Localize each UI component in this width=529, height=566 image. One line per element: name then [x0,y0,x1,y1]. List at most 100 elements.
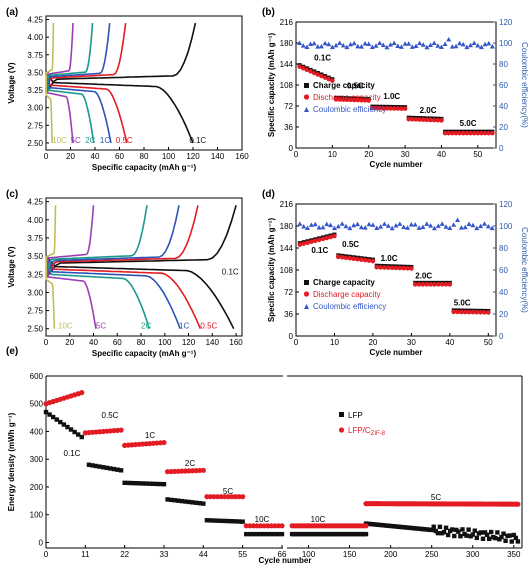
panel-b-ylabel: Specific capacity (mAh g⁻¹) [267,33,276,138]
panel-e-y-tick-label: 400 [30,427,44,436]
lfp-point [489,529,494,535]
discharge-point [470,309,476,315]
rate-label-10C: 10C [52,136,67,145]
panel-a-y-tick-label: 3.50 [27,68,43,77]
discharge-point [326,76,332,82]
discharge-point [384,106,390,111]
lfp-point [118,468,124,473]
lfp-point [115,467,120,472]
lfp-point [201,501,206,506]
discharge-point [409,266,414,271]
efficiency-point [377,40,383,46]
panel-a-y-tick-label: 3.25 [27,86,43,95]
efficiency-point [312,221,318,227]
lfp-point [190,500,195,505]
panel-a-y-tick-label: 3.75 [27,51,43,60]
rate-label-1.0C: 1.0C [383,92,400,101]
lfp-point [437,524,443,530]
zif-point [79,390,85,396]
discharge-point [308,69,313,74]
lfp-point [507,533,512,538]
legend-discharge-marker [303,291,310,297]
panel-d-y2-tick-label: 120 [499,200,513,209]
lfp-point [458,534,463,539]
panel-b-y-tick-label: 180 [280,39,294,48]
panel-b-y2-tick-label: 40 [499,102,508,111]
panel-e-rate-label: 10C [255,515,270,524]
lfp-point [168,497,174,503]
panel-e-x-right-tick-label: 250 [425,550,439,559]
efficiency-point [308,41,314,47]
discharge-point [446,130,452,136]
lfp-point [122,480,127,486]
efficiency-point [482,41,488,47]
discharge-point [451,309,456,315]
panel-c-y-tick-label: 3.50 [27,252,43,261]
efficiency-point [358,224,364,230]
efficiency-point [378,224,384,229]
discharge-point [450,130,455,136]
lfp-point [251,531,256,537]
panel-c-label: (c) [6,189,18,200]
efficiency-point [412,222,418,227]
efficiency-point [395,43,401,49]
efficiency-point [329,44,335,50]
efficiency-point [397,221,403,226]
panel-c-x-tick-label: 40 [89,338,98,347]
lfp-point [466,527,471,532]
lfp-point [265,531,270,537]
discharge-point [420,117,426,122]
lfp-point [515,539,521,544]
efficiency-point [462,224,468,230]
panel-d-label: (d) [262,189,275,200]
zif-point [229,494,235,500]
discharge-point [382,265,387,270]
discharge-point [330,78,335,83]
legend-lfp-marker [339,412,344,417]
lfp-point [222,518,227,524]
lfp-point [136,481,142,486]
discharge-point [386,265,391,270]
lfp-point [456,529,461,534]
panel-a-x-tick-label: 140 [211,152,225,161]
panel-e-x-right-tick-label: 100 [302,550,316,559]
discharge-point [459,309,464,315]
efficiency-point [455,217,461,222]
efficiency-point [471,40,477,46]
efficiency-point [339,221,345,226]
zif-point [250,523,256,529]
panel-d-x-tick-label: 0 [294,338,299,347]
discharge-point [443,282,449,287]
efficiency-point [438,44,444,49]
efficiency-point [428,223,434,228]
discharge-point [453,130,459,136]
discharge-point [389,265,395,271]
lfp-point [47,412,52,417]
discharge-point [482,310,487,315]
discharge-point [305,240,310,246]
panel-d-y-tick-label: 0 [289,332,294,341]
panel-d-y-tick-label: 108 [280,266,294,275]
legend-charge-marker [304,83,309,88]
efficiency-point [478,44,484,50]
lfp-point [111,466,117,472]
lfp-point [363,531,369,537]
rate-label-0.5C: 0.5C [342,240,359,249]
efficiency-point [398,44,404,49]
lfp-point [50,414,56,420]
discharge-point [424,117,430,123]
panel-a-x-tick-label: 0 [44,152,49,161]
discharge-point [436,282,441,287]
charge-curve-10C [45,205,57,274]
panel-e-x-left-tick-label: 0 [44,550,49,559]
panel-b-x-tick-label: 0 [294,150,299,159]
legend-charge-label: Charge capacity [313,81,375,90]
lfp-point [509,539,514,544]
zif-point [515,501,521,507]
rate-label-2C: 2C [85,136,95,145]
lfp-point [43,409,49,415]
rate-label-1.0C: 1.0C [381,254,398,263]
panel-d-y-tick-label: 72 [284,288,293,297]
lfp-point [65,424,70,430]
